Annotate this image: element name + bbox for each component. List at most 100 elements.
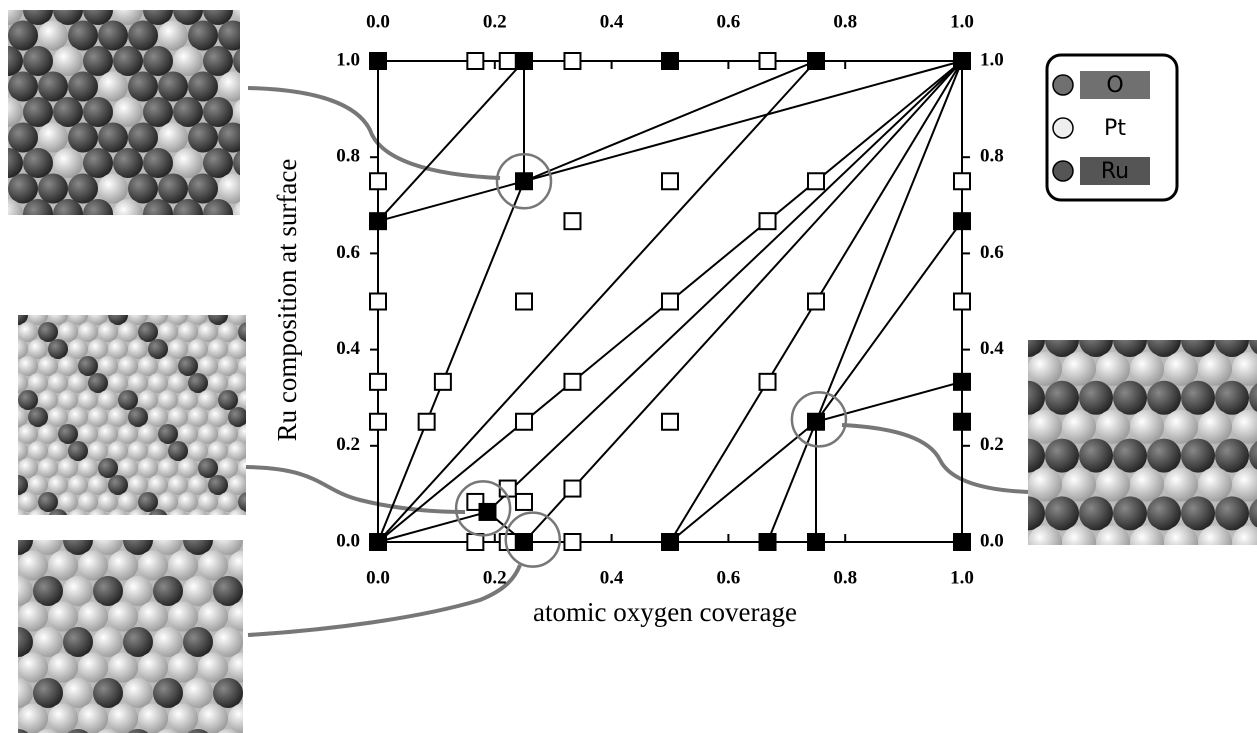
atom: [38, 424, 58, 444]
atom: [98, 458, 118, 478]
filled-square: [515, 172, 533, 191]
atom: [98, 173, 128, 204]
atom: [213, 678, 243, 708]
open-square: [563, 372, 582, 391]
tie-line: [815, 60, 963, 423]
atom: [123, 576, 153, 606]
legend-label: Pt: [1104, 116, 1126, 141]
atom: [68, 509, 88, 515]
filled-square: [369, 212, 387, 231]
y-right-tick-label: 0.8: [980, 146, 1004, 167]
atom: [48, 703, 78, 733]
atom: [1232, 467, 1257, 502]
atom: [118, 356, 138, 376]
highlight-circle: [790, 391, 848, 448]
atom: [18, 407, 28, 427]
open-square: [563, 479, 582, 498]
atom: [168, 703, 198, 733]
filled-square: [953, 52, 971, 70]
atom: [1045, 496, 1079, 531]
atom: [28, 373, 48, 393]
atom: [98, 71, 128, 102]
atom: [233, 150, 240, 176]
atom: [108, 601, 138, 632]
atom: [53, 199, 83, 215]
atom: [158, 356, 178, 376]
atom: [188, 339, 208, 359]
atom: [38, 322, 58, 342]
atom: [58, 356, 78, 376]
atom: [1130, 467, 1164, 502]
atom: [168, 315, 188, 325]
open-square: [661, 172, 679, 191]
atom: [123, 627, 153, 657]
atom: [233, 99, 240, 125]
atom: [198, 424, 218, 444]
tie-line: [669, 420, 817, 543]
atom: [188, 373, 208, 393]
atom: [153, 678, 183, 708]
tie-line: [377, 60, 817, 543]
atom: [178, 492, 198, 512]
filled-square: [369, 533, 387, 551]
connector: [245, 465, 466, 514]
atom: [168, 550, 198, 581]
atom: [1232, 409, 1257, 444]
filled-square: [807, 52, 825, 70]
open-square: [369, 412, 387, 431]
atom: [1096, 467, 1130, 502]
atom: [143, 97, 173, 127]
atom: [148, 475, 168, 495]
atom: [1215, 496, 1249, 531]
atom: [1096, 409, 1130, 444]
atom: [158, 424, 178, 444]
atom: [1147, 496, 1181, 531]
atom: [127, 729, 149, 733]
atom: [48, 601, 78, 632]
open-square: [563, 52, 582, 70]
atom: [48, 339, 68, 359]
atom: [158, 71, 188, 102]
atom: [108, 652, 138, 683]
atom: [218, 390, 238, 410]
open-square: [807, 172, 825, 191]
atom: [23, 148, 53, 178]
atom: [183, 540, 213, 555]
atom: [178, 458, 198, 478]
atom: [113, 97, 143, 127]
open-square: [758, 52, 777, 70]
atom: [18, 550, 48, 581]
open-square: [515, 492, 533, 511]
y-right-tick-label: 0.2: [980, 434, 1004, 455]
atom: [178, 390, 198, 410]
atom: [168, 601, 198, 632]
atom: [18, 540, 33, 555]
atom: [78, 601, 108, 632]
atom: [37, 729, 59, 733]
atom: [68, 475, 88, 495]
tie-line: [377, 180, 525, 543]
atom: [108, 441, 128, 461]
atom: [1198, 409, 1232, 444]
tie-line: [377, 510, 488, 543]
tie-line: [377, 60, 525, 222]
atom: [1079, 438, 1113, 473]
y-tick-label: 1.0: [336, 49, 360, 70]
atom: [98, 122, 128, 153]
open-square: [807, 292, 825, 311]
atom: [48, 373, 68, 393]
atom: [113, 46, 143, 76]
atom: [18, 315, 28, 325]
open-square: [498, 52, 517, 70]
atom: [1028, 340, 1045, 357]
atom: [8, 122, 38, 153]
connector: [841, 423, 1029, 494]
atom: [98, 492, 118, 512]
atom: [203, 199, 233, 215]
atom: [198, 550, 228, 581]
atom: [83, 199, 113, 215]
filled-square: [807, 412, 825, 431]
atom: [58, 390, 78, 410]
atom: [198, 458, 218, 478]
atom: [228, 703, 243, 733]
